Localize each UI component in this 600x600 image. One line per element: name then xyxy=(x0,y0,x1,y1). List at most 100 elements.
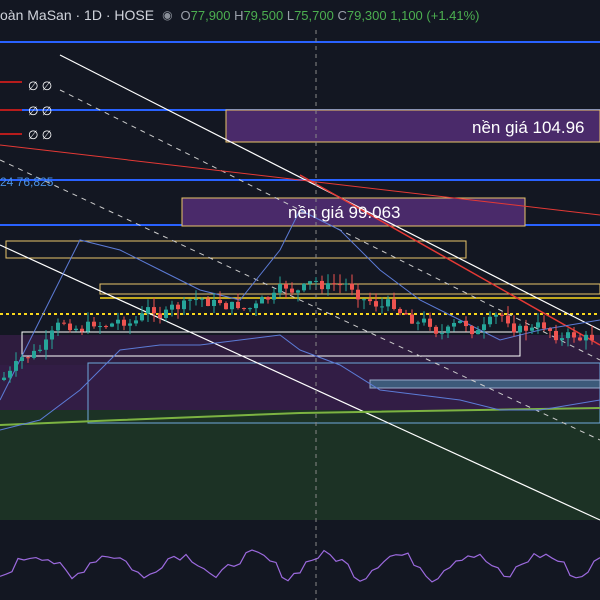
candle-body xyxy=(338,284,342,286)
candle-body xyxy=(152,307,156,314)
candle-body xyxy=(68,323,72,331)
zone-label-1: nền giá 104.96 xyxy=(472,118,585,137)
candle-body xyxy=(506,315,510,324)
candle-body xyxy=(422,318,426,323)
candle-body xyxy=(566,332,570,339)
candle-body xyxy=(464,320,468,327)
close-value: 79,300 xyxy=(346,7,387,23)
candle-body xyxy=(290,288,294,293)
indicator-line xyxy=(0,549,600,583)
candle-body xyxy=(380,306,384,308)
candle-body xyxy=(14,361,18,371)
candle-body xyxy=(134,320,138,324)
zone-box-6 xyxy=(87,362,600,424)
candle-body xyxy=(488,316,492,325)
candle-body xyxy=(344,283,348,285)
candle-body xyxy=(218,299,222,304)
candle-body xyxy=(512,323,516,333)
candle-body xyxy=(182,300,186,310)
candle-body xyxy=(542,322,546,329)
zone-box-7 xyxy=(369,379,600,389)
band-lower xyxy=(0,334,600,431)
candle-body xyxy=(200,298,204,300)
trend-dash-1 xyxy=(0,159,600,441)
candle-body xyxy=(374,301,378,307)
candle-body xyxy=(584,334,588,341)
candle-body xyxy=(362,299,366,301)
candle-body xyxy=(164,309,168,318)
trend-red-1 xyxy=(0,144,600,216)
candle-body xyxy=(302,283,306,291)
candle-body xyxy=(194,299,198,301)
candle-body xyxy=(2,377,6,380)
candle-body xyxy=(86,321,90,332)
candle-body xyxy=(428,318,432,327)
level-label-2: ∅ ∅ xyxy=(28,104,53,118)
candle-body xyxy=(122,319,126,326)
candle-body xyxy=(206,298,210,307)
candle-body xyxy=(350,283,354,290)
candle-body xyxy=(92,321,96,327)
ohlc-readout: O77,900 H79,500 L75,700 C79,300 1,100 (+… xyxy=(180,7,480,23)
symbol-title[interactable]: oàn MaSan · 1D · HOSE xyxy=(0,7,155,23)
candle-body xyxy=(104,326,108,328)
candle-body xyxy=(578,337,582,341)
candle-body xyxy=(50,330,54,340)
candle-body xyxy=(8,370,12,378)
candle-body xyxy=(500,314,504,316)
candle-body xyxy=(332,283,336,285)
candle-body xyxy=(212,299,216,307)
candle-body xyxy=(56,322,60,331)
candle-body xyxy=(482,324,486,331)
candle-body xyxy=(410,314,414,324)
candle-body xyxy=(560,338,564,341)
price-level-label: 24 76,825 xyxy=(0,175,54,189)
candle-body xyxy=(44,339,48,350)
candle-body xyxy=(188,299,192,301)
candle-body xyxy=(254,303,258,309)
candle-body xyxy=(536,322,540,328)
candle-body xyxy=(524,325,528,331)
candle-body xyxy=(434,326,438,334)
zone-box-3 xyxy=(5,240,467,259)
candle-body xyxy=(452,322,456,327)
candle-body xyxy=(74,328,78,331)
zone-label-2: nền giá 99.063 xyxy=(288,203,401,222)
candle-body xyxy=(416,322,420,324)
candle-body xyxy=(404,313,408,315)
candle-body xyxy=(242,308,246,310)
eye-icon[interactable]: ◉ xyxy=(162,8,173,22)
green-line xyxy=(0,407,600,426)
level-label-1: ∅ ∅ xyxy=(28,79,53,93)
candle-body xyxy=(326,283,330,290)
candle-body xyxy=(356,289,360,300)
candle-body xyxy=(38,349,42,351)
candle-body xyxy=(494,314,498,317)
candle-body xyxy=(266,297,270,300)
candle-body xyxy=(296,290,300,293)
level-label-3: ∅ ∅ xyxy=(28,128,53,142)
candle-body xyxy=(458,320,462,323)
candle-body xyxy=(140,313,144,321)
candle-body xyxy=(248,308,252,310)
candle-body xyxy=(518,325,522,333)
candle-body xyxy=(176,304,180,310)
symbol-header: oàn MaSan · 1D · HOSE ◉ O77,900 H79,500 … xyxy=(0,0,600,30)
candle-body xyxy=(320,280,324,290)
candle-body xyxy=(26,357,30,359)
candle-body xyxy=(98,326,102,328)
candle-body xyxy=(278,284,282,293)
low-value: 75,700 xyxy=(294,7,334,23)
band-upper xyxy=(0,209,600,401)
candle-body xyxy=(590,334,594,341)
candle-body xyxy=(230,301,234,310)
candle-body xyxy=(110,323,114,327)
high-value: 79,500 xyxy=(243,7,284,23)
change-value: 1,100 (+1.41%) xyxy=(390,7,480,23)
candle-body xyxy=(554,330,558,341)
candle-body xyxy=(260,297,264,304)
candle-body xyxy=(158,313,162,318)
zone-box-1 xyxy=(225,109,600,143)
candle-body xyxy=(572,332,576,338)
